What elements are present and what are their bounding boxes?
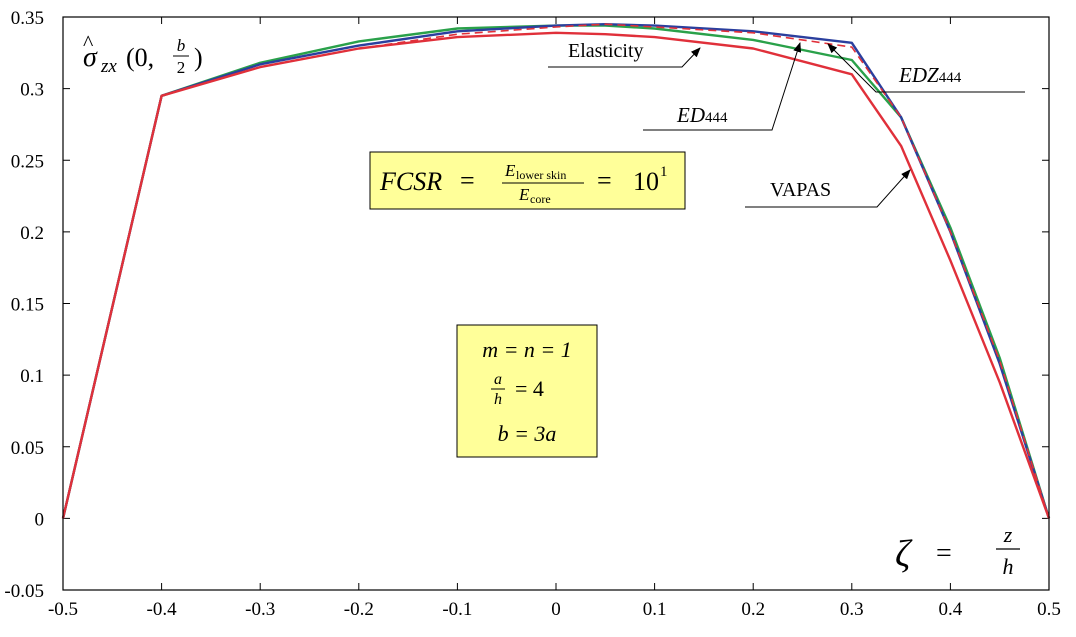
x-tick-label: -0.2 <box>344 599 374 620</box>
x-tick-label: 0.1 <box>643 599 667 620</box>
ratio-equals-1: = <box>460 166 475 195</box>
y-label-arg-numerator: b <box>177 36 186 55</box>
callout-edz-label: EDZ444 <box>898 63 962 87</box>
series-line-edz444 <box>61 24 1051 519</box>
x-tick-label: 0.5 <box>1037 599 1061 620</box>
param-line-3: b = 3a <box>498 421 557 446</box>
x-tick-label: 0.3 <box>840 599 864 620</box>
x-tick-label: -0.1 <box>442 599 472 620</box>
y-axis-label: σ ^ zx (0, b 2 ) <box>83 30 203 77</box>
ratio-rhs-exponent: 1 <box>660 164 668 180</box>
plot-frame <box>62 16 1050 591</box>
ratio-denominator-sub: core <box>530 192 551 206</box>
x-tick-label: 0.4 <box>939 599 963 620</box>
param-line-2-denominator: h <box>494 391 502 408</box>
y-label-symbol: σ <box>83 42 98 73</box>
param-line-1: m = n = 1 <box>482 337 572 362</box>
x-tick-label: 0 <box>551 599 561 620</box>
callout-ed-label: ED444 <box>676 103 728 127</box>
axis-ticks: -0.5 -0.4 -0.3 -0.2 -0.1 0 0.1 0.2 0.3 0.4 0.5 -0.0… <box>4 8 1060 620</box>
param-box-background <box>456 324 598 458</box>
y-label-arg-open: (0, <box>126 43 154 72</box>
y-tick-label: 0.35 <box>11 8 44 29</box>
y-tick-label: 0.3 <box>20 80 44 101</box>
callout-elasticity-label: Elasticity <box>568 40 644 62</box>
ratio-rhs-base: 10 <box>633 167 659 196</box>
ratio-equals-2: = <box>597 166 612 195</box>
y-tick-label: 0.15 <box>11 295 44 316</box>
param-line-2-numerator: a <box>494 371 502 388</box>
y-tick-label: 0.25 <box>11 151 44 172</box>
callout-ed-leader <box>643 42 802 131</box>
ratio-numerator: E <box>504 161 516 180</box>
y-tick-label: 0.2 <box>20 223 44 244</box>
x-axis-label: ζ = z h <box>895 522 1020 579</box>
x-label-equals: = <box>936 538 952 569</box>
x-label-numerator: z <box>1003 522 1013 547</box>
curve-callouts: Elasticity ED444 EDZ444 VAPAS <box>548 40 1025 208</box>
y-label-arg-denominator: 2 <box>177 58 186 77</box>
ratio-denominator: E <box>518 185 530 204</box>
callout-edz-leader <box>827 43 1025 93</box>
y-tick-label: -0.05 <box>4 581 44 602</box>
x-label-denominator: h <box>1003 554 1014 579</box>
callout-vapas-leader <box>745 169 911 208</box>
x-tick-label: -0.3 <box>245 599 275 620</box>
param-line-2-rhs: = 4 <box>515 376 544 401</box>
parameter-annotation-box: m = n = 1 a h = 4 b = 3a <box>456 324 598 458</box>
ratio-lhs: FCSR <box>379 167 442 196</box>
series-line-ed444 <box>61 23 1051 519</box>
y-label-arg-close: ) <box>194 43 203 72</box>
y-tick-label: 0 <box>35 509 45 530</box>
y-tick-label: 0.05 <box>11 438 44 459</box>
y-label-subscript: zx <box>100 56 117 77</box>
data-series <box>61 23 1051 519</box>
callout-elasticity-leader <box>548 47 701 68</box>
x-tick-label: -0.4 <box>147 599 178 620</box>
callout-vapas-label: VAPAS <box>770 179 831 201</box>
y-label-hat: ^ <box>83 30 94 55</box>
series-line-elasticity <box>62 23 1050 519</box>
x-tick-label: 0.2 <box>741 599 765 620</box>
ratio-numerator-sub: lower skin <box>516 168 566 182</box>
x-label-symbol: ζ <box>895 533 913 575</box>
y-tick-label: 0.1 <box>20 366 44 387</box>
ratio-box-background <box>369 151 686 210</box>
x-tick-label: -0.5 <box>48 599 78 620</box>
ratio-annotation-box: FCSR = E lower skin E core = 10 1 <box>369 151 686 210</box>
